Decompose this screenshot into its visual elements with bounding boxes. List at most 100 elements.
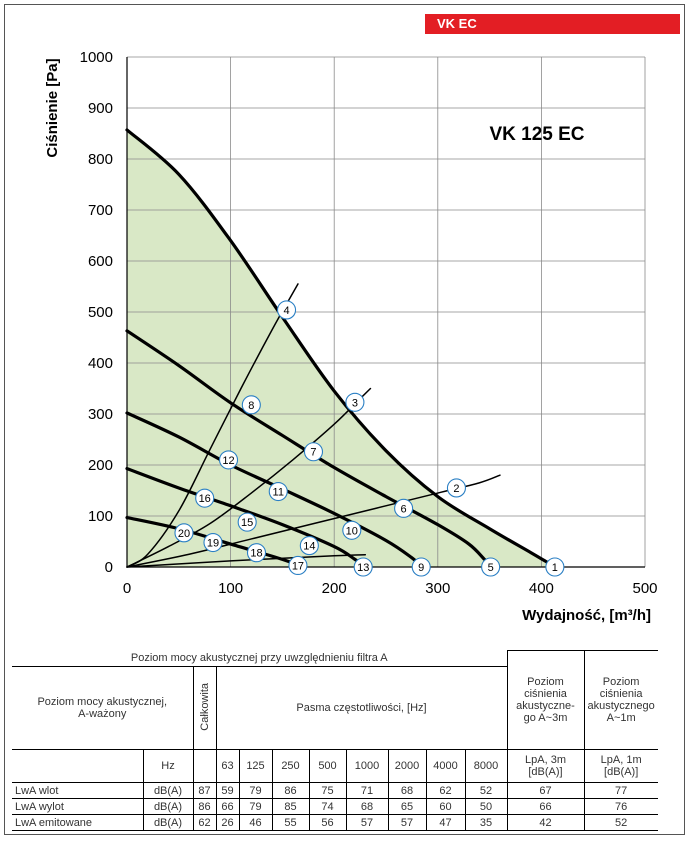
operating-point: 14 (299, 536, 319, 556)
value-cell: 47 (425, 814, 466, 831)
unit-cell: dB(A) (142, 814, 194, 831)
operating-point: 20 (174, 523, 194, 543)
operating-point-label: 6 (401, 503, 407, 515)
value-cell: 60 (425, 798, 466, 815)
band-cell: 125 (238, 749, 273, 783)
value-cell: 68 (387, 782, 427, 799)
lpa1m-cell: 52 (583, 814, 658, 831)
operating-area (127, 129, 555, 567)
operating-point-marker (411, 557, 431, 577)
operating-point-marker (237, 512, 257, 532)
row-label: LwA wlot (12, 782, 144, 799)
x-tick-label: 100 (218, 580, 243, 597)
value-cell: 46 (238, 814, 273, 831)
operating-point-label: 17 (292, 560, 304, 572)
chart-title: VK 125 EC (489, 124, 584, 145)
y-tick-label: 800 (88, 151, 113, 168)
empty-cell (192, 749, 217, 783)
hz-label: Hz (142, 749, 194, 783)
operating-point: 4 (276, 300, 297, 320)
operating-point-label: 10 (346, 525, 358, 537)
operating-point-label: 3 (352, 397, 358, 409)
value-cell: 75 (308, 782, 347, 799)
value-cell: 65 (387, 798, 427, 815)
total-cell: 62 (192, 814, 217, 831)
band-cell: 250 (271, 749, 310, 783)
value-cell: 57 (387, 814, 427, 831)
operating-point-label: 5 (488, 562, 494, 574)
value-cell: 26 (215, 814, 240, 831)
total-header: Całkowita (192, 666, 217, 750)
pressure-1m-header: Poziom ciśnienia akustycznego A~1m (583, 650, 658, 750)
operating-point-marker (268, 481, 288, 502)
operating-point: 9 (411, 557, 431, 577)
operating-point: 11 (268, 481, 288, 502)
x-axis-label: Wydajność, [m³/h] (522, 607, 651, 624)
lpa1m-cell: 77 (583, 782, 658, 799)
operating-point: 6 (394, 498, 414, 518)
unit-cell: dB(A) (142, 782, 194, 799)
table-row: LwA emitowane dB(A) 62 26 46 55 56 57 57… (12, 814, 658, 831)
x-tick-label: 300 (425, 580, 450, 597)
value-cell: 85 (271, 798, 310, 815)
table-title: Poziom mocy akustycznej przy uwzględnien… (12, 650, 508, 667)
operating-point: 2 (446, 478, 466, 498)
value-cell: 86 (271, 782, 310, 799)
x-tick-label: 500 (632, 580, 657, 597)
y-tick-label: 700 (88, 202, 113, 219)
operating-point: 1 (545, 557, 565, 577)
total-cell: 87 (192, 782, 217, 799)
operating-point: 3 (345, 392, 365, 412)
x-tick-label: 200 (322, 580, 347, 597)
lpa3m-unit: LpA, 3m [dB(A)] (506, 749, 585, 783)
y-tick-label: 1000 (80, 49, 113, 66)
operating-point: 8 (241, 395, 261, 415)
operating-point-label: 18 (250, 548, 262, 560)
value-cell: 50 (464, 798, 508, 815)
operating-point-label: 2 (453, 483, 459, 495)
value-cell: 71 (345, 782, 389, 799)
operating-point-marker (342, 520, 362, 540)
operating-point-label: 4 (283, 305, 289, 317)
value-cell: 35 (464, 814, 508, 831)
y-tick-label: 200 (88, 457, 113, 474)
y-tick-label: 300 (88, 406, 113, 423)
fan-curve (125, 466, 367, 569)
y-tick-label: 500 (88, 304, 113, 321)
operating-point-marker (195, 488, 215, 508)
lpa1m-unit: LpA, 1m [dB(A)] (583, 749, 658, 783)
y-tick-label: 400 (88, 355, 113, 372)
bands-header: Pasma częstotliwości, [Hz] (215, 666, 508, 750)
x-tick-label: 400 (529, 580, 554, 597)
fan-curve (125, 128, 557, 569)
operating-point-label: 8 (248, 400, 254, 412)
pressure-3m-header: Poziom ciśnienia akustyczne-go A~3m (506, 650, 585, 750)
operating-point-marker (246, 543, 267, 563)
value-cell: 79 (238, 782, 273, 799)
value-cell: 74 (308, 798, 347, 815)
lpa3m-cell: 42 (506, 814, 585, 831)
operating-point-label: 7 (310, 447, 316, 459)
value-cell: 66 (215, 798, 240, 815)
value-cell: 68 (345, 798, 389, 815)
operating-point: 16 (195, 488, 215, 508)
band-cell: 8000 (464, 749, 508, 783)
y-tick-label: 900 (88, 100, 113, 117)
total-cell: 86 (192, 798, 217, 815)
operating-point-marker (218, 450, 239, 470)
lpa1m-cell: 76 (583, 798, 658, 815)
operating-point-label: 19 (207, 538, 219, 550)
operating-point-label: 1 (552, 562, 558, 574)
operating-point: 7 (303, 442, 324, 462)
acoustic-table: Poziom mocy akustycznej przy uwzględnien… (12, 650, 658, 831)
operating-point-label: 9 (418, 562, 424, 574)
y-tick-label: 600 (88, 253, 113, 270)
operating-point-marker (288, 555, 308, 576)
band-cell: 63 (215, 749, 240, 783)
y-tick-label: 100 (88, 508, 113, 525)
system-curve (126, 474, 501, 568)
x-tick-label: 0 (123, 580, 131, 597)
fan-curve (125, 411, 424, 569)
operating-point: 10 (342, 520, 362, 540)
operating-point-label: 12 (222, 455, 234, 467)
